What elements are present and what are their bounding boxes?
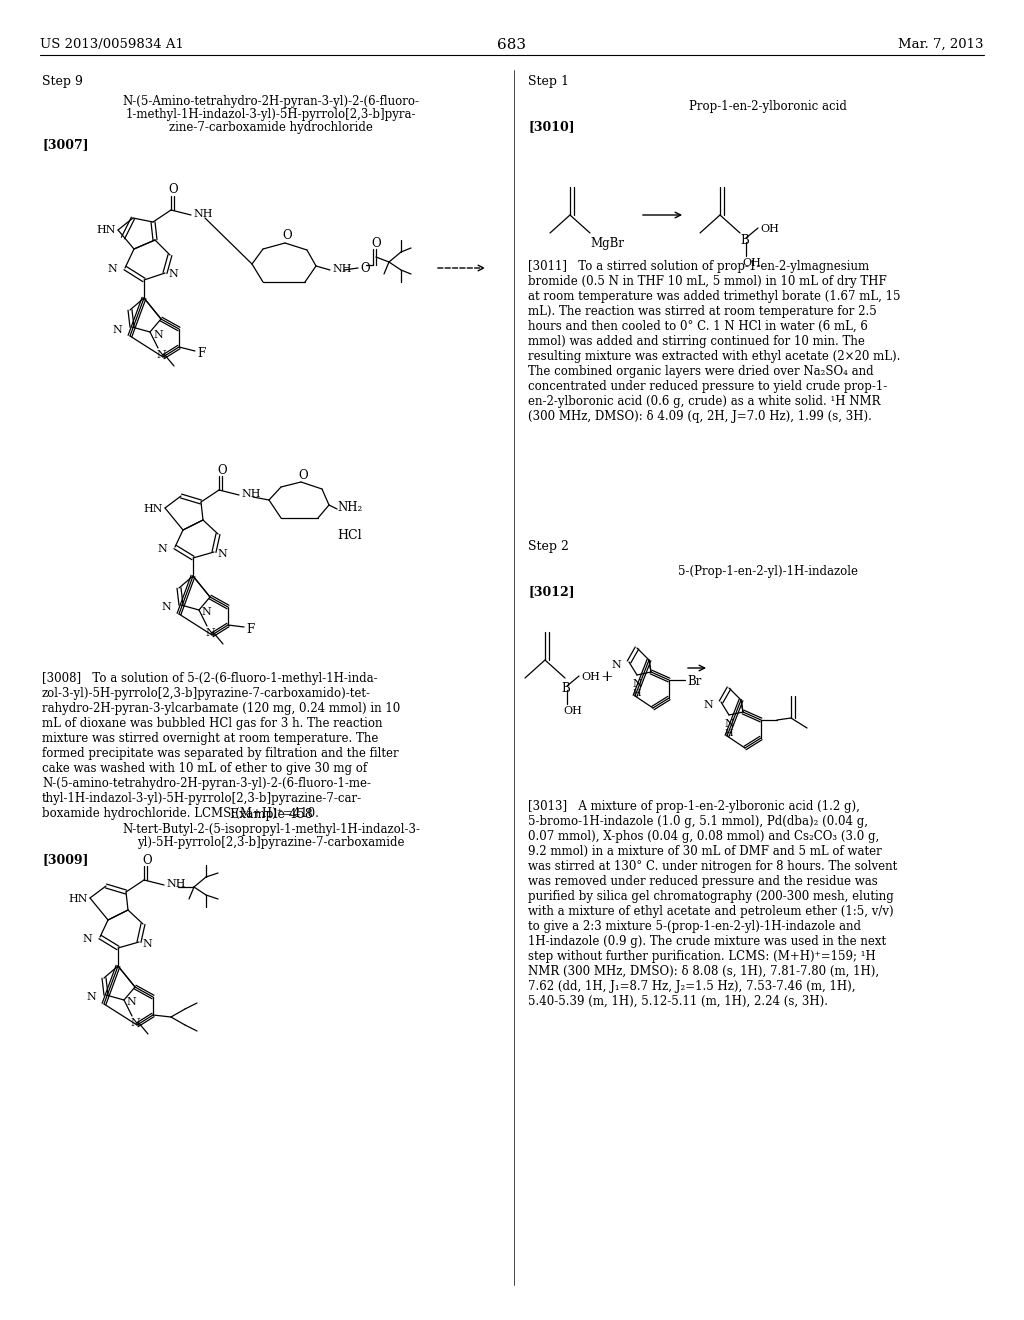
Text: [3012]: [3012] (528, 585, 574, 598)
Text: OH: OH (742, 257, 761, 268)
Text: 5-(Prop-1-en-2-yl)-1H-indazole: 5-(Prop-1-en-2-yl)-1H-indazole (678, 565, 858, 578)
Text: N: N (724, 719, 734, 729)
Text: NH₂: NH₂ (337, 502, 362, 513)
Text: F: F (246, 623, 254, 636)
Text: O: O (142, 854, 152, 867)
Text: N: N (611, 660, 621, 671)
Text: N: N (126, 997, 136, 1007)
Text: Step 2: Step 2 (528, 540, 569, 553)
Text: N: N (201, 607, 211, 616)
Text: H: H (632, 689, 641, 698)
Text: HCl: HCl (337, 529, 361, 543)
Text: N: N (703, 700, 713, 710)
Text: H: H (724, 729, 732, 738)
Text: Br: Br (687, 675, 701, 688)
Text: N: N (142, 939, 152, 949)
Text: N: N (205, 628, 215, 638)
Text: HN: HN (68, 894, 87, 904)
Text: O: O (217, 465, 226, 477)
Text: [3010]: [3010] (528, 120, 574, 133)
Text: Step 9: Step 9 (42, 75, 83, 88)
Text: OH: OH (760, 224, 779, 234)
Text: N: N (168, 269, 178, 279)
Text: [3013]   A mixture of prop-1-en-2-ylboronic acid (1.2 g),
5-bromo-1H-indazole (1: [3013] A mixture of prop-1-en-2-ylboroni… (528, 800, 897, 1008)
Text: N: N (112, 325, 122, 335)
Text: N: N (106, 264, 117, 275)
Text: O: O (282, 228, 292, 242)
Text: Prop-1-en-2-ylboronic acid: Prop-1-en-2-ylboronic acid (689, 100, 847, 114)
Text: OH: OH (581, 672, 600, 682)
Text: N-tert-Butyl-2-(5-isopropyl-1-methyl-1H-indazol-3-: N-tert-Butyl-2-(5-isopropyl-1-methyl-1H-… (122, 822, 420, 836)
Text: Example 458: Example 458 (229, 808, 312, 821)
Text: O: O (360, 261, 370, 275)
Text: [3011]   To a stirred solution of prop-1-en-2-ylmagnesium
bromide (0.5 N in THF : [3011] To a stirred solution of prop-1-e… (528, 260, 900, 422)
Text: N: N (157, 544, 167, 554)
Text: N: N (153, 330, 163, 341)
Text: yl)-5H-pyrrolo[2,3-b]pyrazine-7-carboxamide: yl)-5H-pyrrolo[2,3-b]pyrazine-7-carboxam… (137, 836, 404, 849)
Text: F: F (197, 347, 205, 360)
Text: NH: NH (166, 879, 185, 888)
Text: zine-7-carboxamide hydrochloride: zine-7-carboxamide hydrochloride (169, 121, 373, 135)
Text: 683: 683 (498, 38, 526, 51)
Text: +: + (601, 671, 613, 684)
Text: 1-methyl-1H-indazol-3-yl)-5H-pyrrolo[2,3-b]pyra-: 1-methyl-1H-indazol-3-yl)-5H-pyrrolo[2,3… (126, 108, 416, 121)
Text: N: N (217, 549, 226, 558)
Text: [3008]   To a solution of 5-(2-(6-fluoro-1-methyl-1H-inda-
zol-3-yl)-5H-pyrrolo[: [3008] To a solution of 5-(2-(6-fluoro-1… (42, 672, 400, 820)
Text: N: N (156, 350, 166, 360)
Text: HN: HN (143, 504, 163, 513)
Text: HN: HN (96, 224, 116, 235)
Text: NH: NH (241, 488, 260, 499)
Text: NH: NH (193, 209, 213, 219)
Text: [3007]: [3007] (42, 139, 89, 150)
Text: B: B (740, 234, 749, 247)
Text: O: O (168, 183, 177, 195)
Text: N: N (130, 1018, 139, 1028)
Text: OH: OH (563, 706, 582, 715)
Text: N: N (632, 678, 642, 689)
Text: N: N (161, 602, 171, 612)
Text: Step 1: Step 1 (528, 75, 569, 88)
Text: [3009]: [3009] (42, 853, 88, 866)
Text: US 2013/0059834 A1: US 2013/0059834 A1 (40, 38, 184, 51)
Text: N-(5-Amino-tetrahydro-2H-pyran-3-yl)-2-(6-fluoro-: N-(5-Amino-tetrahydro-2H-pyran-3-yl)-2-(… (123, 95, 420, 108)
Text: N: N (82, 935, 92, 944)
Text: Mar. 7, 2013: Mar. 7, 2013 (898, 38, 984, 51)
Text: O: O (298, 469, 307, 482)
Text: N: N (86, 993, 96, 1002)
Text: MgBr: MgBr (590, 238, 624, 249)
Text: NH: NH (332, 264, 351, 275)
Text: B: B (561, 682, 569, 696)
Text: O: O (371, 238, 381, 249)
